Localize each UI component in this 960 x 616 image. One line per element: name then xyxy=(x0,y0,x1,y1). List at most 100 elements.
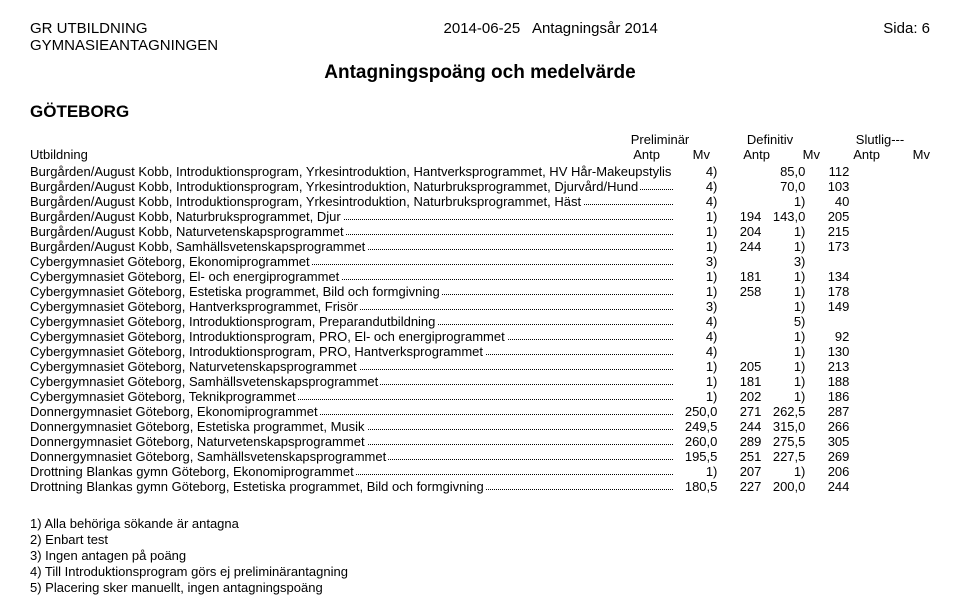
row-value xyxy=(893,209,937,224)
row-value: 3) xyxy=(673,299,717,314)
footnote-line: 3) Ingen antagen på poäng xyxy=(30,548,930,563)
row-value xyxy=(893,239,937,254)
row-value: 1) xyxy=(673,374,717,389)
row-value: 244 xyxy=(717,419,761,434)
col-group-prelim-label: Preliminär xyxy=(610,132,710,147)
row-value xyxy=(893,224,937,239)
row-value xyxy=(893,404,937,419)
table-row: Cybergymnasiet Göteborg, Introduktionspr… xyxy=(30,344,937,359)
row-value: 1) xyxy=(761,389,805,404)
table-row: Drottning Blankas gymn Göteborg, Ekonomi… xyxy=(30,464,937,479)
row-value: 186 xyxy=(805,389,849,404)
row-value: 1) xyxy=(673,224,717,239)
row-value: 1) xyxy=(761,329,805,344)
row-value: 4) xyxy=(673,179,717,194)
table-row: Donnergymnasiet Göteborg, Estetiska prog… xyxy=(30,419,937,434)
row-value xyxy=(893,374,937,389)
data-table: Burgården/August Kobb, Introduktionsprog… xyxy=(30,164,937,494)
row-value xyxy=(849,479,893,494)
row-value: 1) xyxy=(761,194,805,209)
table-row: Cybergymnasiet Göteborg, Estetiska progr… xyxy=(30,284,937,299)
page-label: Sida: 6 xyxy=(883,20,930,37)
row-value: 227 xyxy=(717,479,761,494)
table-row: Donnergymnasiet Göteborg, Naturvetenskap… xyxy=(30,434,937,449)
row-label: Burgården/August Kobb, Samhällsvetenskap… xyxy=(30,239,673,254)
row-value: 4) xyxy=(673,329,717,344)
row-value xyxy=(717,194,761,209)
row-value: 1) xyxy=(761,359,805,374)
row-value: 206 xyxy=(805,464,849,479)
row-value: 1) xyxy=(761,299,805,314)
row-value: 1) xyxy=(673,209,717,224)
row-value xyxy=(849,314,893,329)
row-value: 194 xyxy=(717,209,761,224)
col-antp-1: Antp xyxy=(610,147,660,162)
row-label: Cybergymnasiet Göteborg, Samhällsvetensk… xyxy=(30,374,673,389)
region-heading: GÖTEBORG xyxy=(30,102,930,122)
row-label: Burgården/August Kobb, Naturbruksprogram… xyxy=(30,209,673,224)
footnote-line: 1) Alla behöriga sökande är antagna xyxy=(30,516,930,531)
row-value xyxy=(849,464,893,479)
row-value: 275,5 xyxy=(761,434,805,449)
row-value: 1) xyxy=(673,284,717,299)
col-group-definitiv: Definitiv Antp Mv xyxy=(720,132,820,162)
row-value: 251 xyxy=(717,449,761,464)
table-row: Burgården/August Kobb, Naturvetenskapspr… xyxy=(30,224,937,239)
row-value xyxy=(717,299,761,314)
row-value xyxy=(893,269,937,284)
row-value: 85,0 xyxy=(761,164,805,179)
row-value xyxy=(849,239,893,254)
row-value: 262,5 xyxy=(761,404,805,419)
row-value: 287 xyxy=(805,404,849,419)
row-value xyxy=(849,344,893,359)
row-value: 1) xyxy=(673,239,717,254)
table-row: Burgården/August Kobb, Introduktionsprog… xyxy=(30,164,937,179)
row-value: 305 xyxy=(805,434,849,449)
doc-year: Antagningsår 2014 xyxy=(532,20,658,37)
row-label: Cybergymnasiet Göteborg, Teknikprogramme… xyxy=(30,389,673,404)
row-value: 4) xyxy=(673,314,717,329)
row-value: 269 xyxy=(805,449,849,464)
table-row: Burgården/August Kobb, Samhällsvetenskap… xyxy=(30,239,937,254)
row-value: 188 xyxy=(805,374,849,389)
row-value xyxy=(893,284,937,299)
row-label: Cybergymnasiet Göteborg, Ekonomiprogramm… xyxy=(30,254,673,269)
footnotes: 1) Alla behöriga sökande är antagna2) En… xyxy=(30,516,930,595)
row-value xyxy=(849,329,893,344)
row-label: Donnergymnasiet Göteborg, Naturvetenskap… xyxy=(30,434,673,449)
row-value: 289 xyxy=(717,434,761,449)
row-value xyxy=(849,299,893,314)
row-value xyxy=(849,269,893,284)
footnote-line: 5) Placering sker manuellt, ingen antagn… xyxy=(30,580,930,595)
org-line1: GR UTBILDNING xyxy=(30,20,218,37)
row-value xyxy=(849,254,893,269)
row-label: Drottning Blankas gymn Göteborg, Ekonomi… xyxy=(30,464,673,479)
table-row: Cybergymnasiet Göteborg, Naturvetenskaps… xyxy=(30,359,937,374)
row-value: 250,0 xyxy=(673,404,717,419)
row-value xyxy=(849,419,893,434)
row-value xyxy=(717,314,761,329)
row-value: 1) xyxy=(761,269,805,284)
row-value: 266 xyxy=(805,419,849,434)
col-utbildning: Utbildning xyxy=(30,147,600,162)
row-value xyxy=(849,434,893,449)
col-mv-2: Mv xyxy=(770,147,820,162)
row-value: 207 xyxy=(717,464,761,479)
footnote-line: 2) Enbart test xyxy=(30,532,930,547)
footnote-line: 4) Till Introduktionsprogram görs ej pre… xyxy=(30,564,930,579)
row-value xyxy=(849,374,893,389)
row-value: 213 xyxy=(805,359,849,374)
row-value: 112 xyxy=(805,164,849,179)
row-value: 181 xyxy=(717,269,761,284)
row-value xyxy=(717,164,761,179)
row-value: 249,5 xyxy=(673,419,717,434)
row-value: 178 xyxy=(805,284,849,299)
row-label: Cybergymnasiet Göteborg, Introduktionspr… xyxy=(30,344,673,359)
row-value: 1) xyxy=(673,269,717,284)
column-header-row: Utbildning Preliminär Antp Mv Definitiv … xyxy=(30,132,930,164)
row-value xyxy=(893,254,937,269)
row-value: 173 xyxy=(805,239,849,254)
row-value: 205 xyxy=(717,359,761,374)
table-row: Cybergymnasiet Göteborg, Teknikprogramme… xyxy=(30,389,937,404)
table-row: Burgården/August Kobb, Introduktionsprog… xyxy=(30,194,937,209)
